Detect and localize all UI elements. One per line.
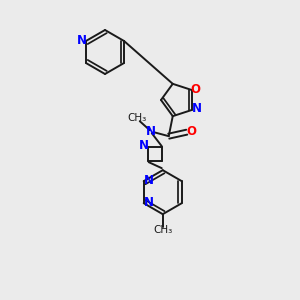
Text: CH₃: CH₃ <box>127 113 146 123</box>
Text: O: O <box>191 82 201 95</box>
Text: N: N <box>192 103 202 116</box>
Text: N: N <box>144 174 154 187</box>
Text: N: N <box>77 34 87 47</box>
Text: N: N <box>146 125 156 138</box>
Text: N: N <box>144 196 154 209</box>
Text: N: N <box>139 139 149 152</box>
Text: CH₃: CH₃ <box>153 225 172 235</box>
Text: O: O <box>187 125 197 138</box>
